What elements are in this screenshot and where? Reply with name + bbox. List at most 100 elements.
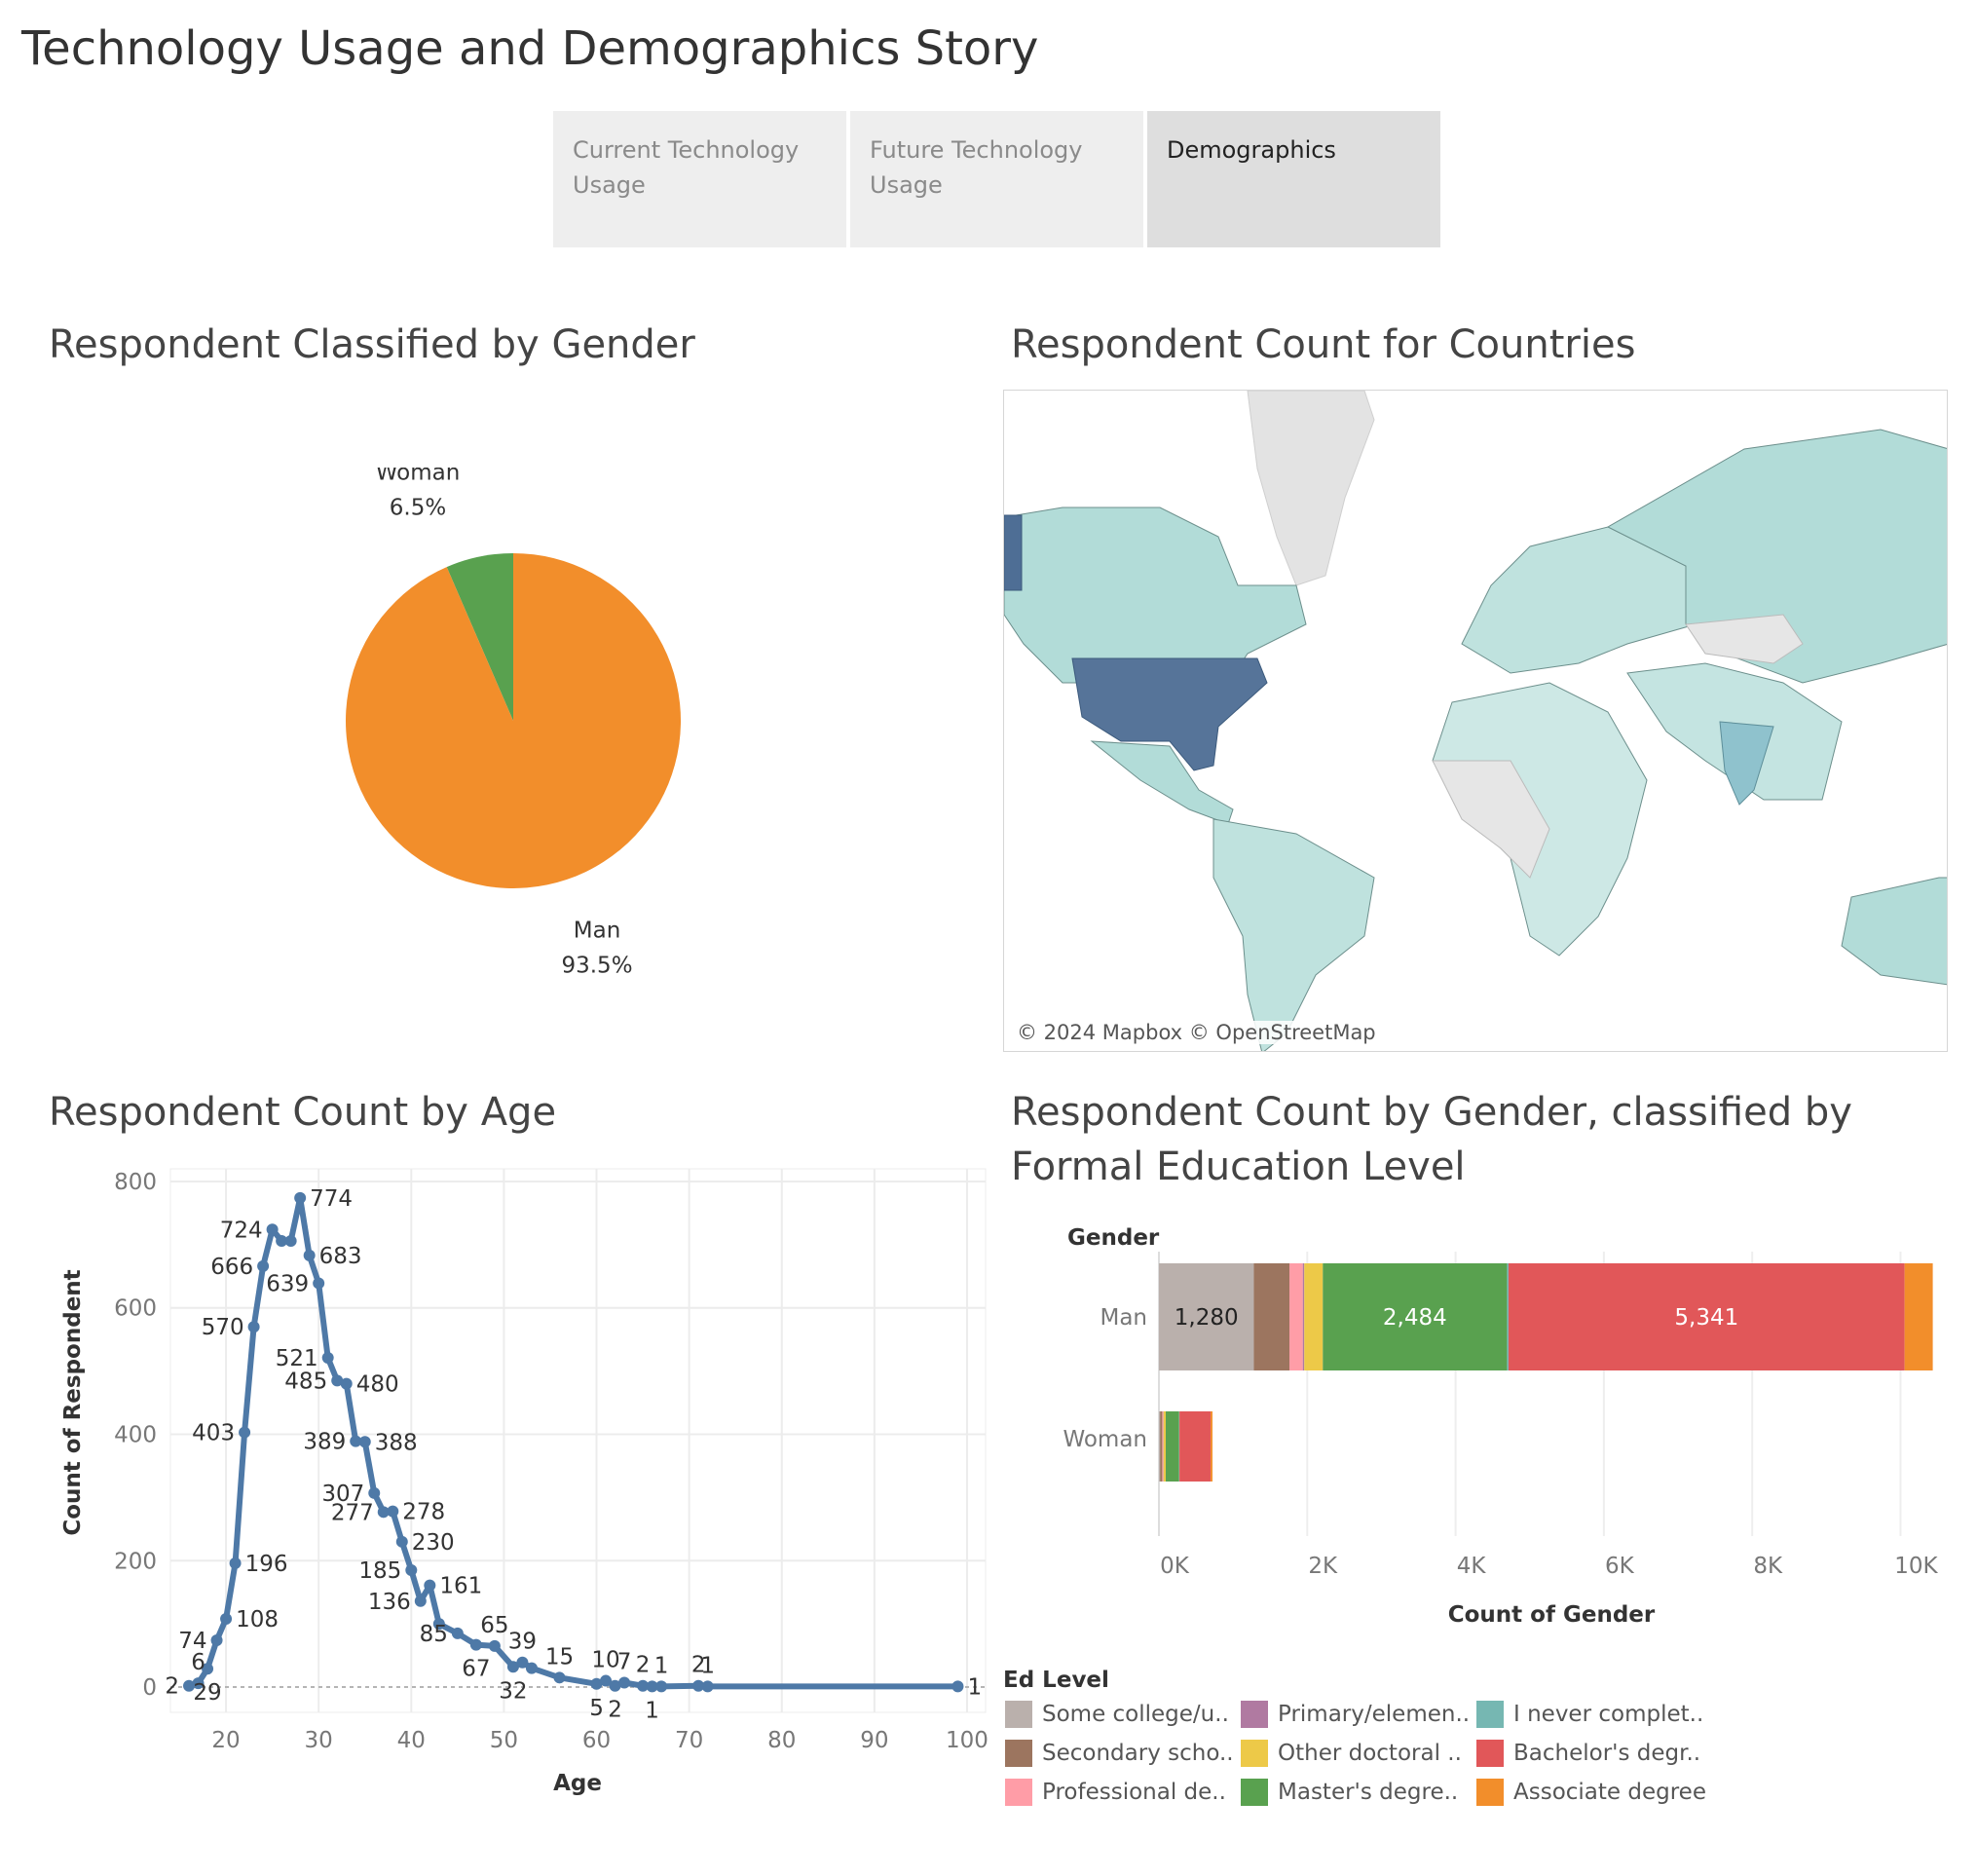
age-point[interactable] (229, 1557, 242, 1569)
age-point[interactable] (432, 1618, 445, 1631)
age-point[interactable] (469, 1638, 482, 1651)
education-bar-chart: Gender 1,280 2,484 5,341 Man Woman 0K 2K 4K 6K… (1063, 1225, 1938, 1628)
legend-item[interactable]: Primary/elemen.. (1241, 1701, 1470, 1728)
age-point[interactable] (303, 1249, 316, 1261)
age-data-label: 485 (284, 1369, 327, 1394)
age-point[interactable] (488, 1639, 501, 1652)
age-point[interactable] (313, 1277, 325, 1290)
edu-bar-segment[interactable] (1179, 1411, 1212, 1482)
tab-demographics[interactable]: Demographics (1147, 111, 1440, 247)
legend-item[interactable]: Bachelor's degr.. (1476, 1740, 1700, 1767)
age-point[interactable] (395, 1535, 408, 1548)
mongolia-shape (1685, 614, 1804, 664)
age-data-label: 185 (358, 1558, 401, 1584)
age-data-label: 108 (236, 1607, 279, 1632)
age-point[interactable] (350, 1435, 362, 1447)
edu-bar-segment[interactable] (1904, 1263, 1933, 1370)
edu-bar-segment[interactable] (1160, 1411, 1163, 1482)
age-point[interactable] (202, 1663, 214, 1675)
russia-asia-shape[interactable] (1606, 429, 1948, 684)
age-data-label: 29 (193, 1680, 221, 1706)
legend-item[interactable]: Other doctoral .. (1241, 1740, 1462, 1767)
age-point[interactable] (600, 1674, 613, 1687)
legend-swatch (1241, 1701, 1268, 1728)
age-point[interactable] (331, 1374, 344, 1387)
age-point[interactable] (646, 1680, 658, 1693)
age-point[interactable] (618, 1676, 631, 1689)
legend-item[interactable]: Professional de.. (1005, 1779, 1226, 1806)
age-data-label: 67 (462, 1657, 490, 1682)
australia-shape[interactable] (1841, 877, 1948, 986)
age-point[interactable] (266, 1223, 279, 1236)
age-point[interactable] (321, 1352, 334, 1365)
age-y-tick-label: 0 (142, 1675, 157, 1701)
alaska-shape[interactable] (1004, 514, 1023, 591)
age-point[interactable] (451, 1627, 464, 1639)
age-point[interactable] (340, 1377, 353, 1390)
edu-bar-segment[interactable] (1323, 1263, 1508, 1370)
age-point[interactable] (247, 1321, 260, 1333)
edu-bar-segment[interactable] (1302, 1263, 1305, 1370)
age-point[interactable] (257, 1259, 270, 1272)
edu-bar-segment[interactable] (1162, 1411, 1164, 1482)
india-shape[interactable] (1719, 721, 1774, 806)
tab-current-technology-usage[interactable]: Current Technology Usage (553, 111, 846, 247)
age-point[interactable] (183, 1679, 196, 1692)
edu-category-label-woman: Woman (1063, 1427, 1147, 1452)
edu-category-label-man: Man (1100, 1305, 1147, 1331)
age-data-label: 774 (310, 1186, 353, 1212)
edu-bar-segment[interactable] (1289, 1263, 1303, 1370)
age-point[interactable] (210, 1634, 223, 1647)
age-point[interactable] (525, 1662, 538, 1674)
age-point[interactable] (516, 1656, 529, 1669)
age-point[interactable] (701, 1680, 714, 1693)
age-point[interactable] (377, 1506, 390, 1519)
legend-item[interactable]: Master's degre.. (1241, 1779, 1458, 1806)
edu-bar-segment[interactable] (1159, 1411, 1161, 1482)
tab-future-technology-usage[interactable]: Future Technology Usage (850, 111, 1143, 247)
usa-shape[interactable] (1071, 657, 1268, 771)
edu-bar-segment[interactable] (1159, 1263, 1254, 1370)
central-america-shape[interactable] (1090, 740, 1234, 825)
edu-bar-segment[interactable] (1163, 1411, 1167, 1482)
legend-label: Associate degree (1513, 1780, 1706, 1805)
edu-bar-segment[interactable] (1166, 1411, 1179, 1482)
age-point[interactable] (553, 1671, 566, 1684)
age-point[interactable] (239, 1426, 251, 1439)
edu-bar-segment[interactable] (1507, 1263, 1509, 1370)
age-point[interactable] (609, 1679, 621, 1692)
age-point[interactable] (414, 1595, 427, 1607)
age-point[interactable] (284, 1234, 297, 1247)
age-data-label: 724 (220, 1218, 263, 1243)
age-point[interactable] (590, 1677, 603, 1690)
age-point[interactable] (405, 1564, 418, 1577)
pie-slice-woman[interactable] (446, 553, 513, 721)
age-point[interactable] (276, 1234, 288, 1247)
pie-slice-man[interactable] (346, 553, 681, 888)
age-data-label: 1 (967, 1674, 982, 1700)
edu-bar-segment[interactable] (1211, 1411, 1212, 1482)
edu-bar-segment[interactable] (1508, 1263, 1905, 1370)
age-point[interactable] (294, 1191, 307, 1204)
age-point[interactable] (637, 1679, 650, 1692)
age-point[interactable] (506, 1661, 519, 1673)
age-point[interactable] (220, 1612, 233, 1625)
age-point[interactable] (692, 1679, 705, 1692)
legend-item[interactable]: I never complet.. (1476, 1701, 1703, 1728)
age-point[interactable] (655, 1680, 668, 1693)
legend-item[interactable]: Secondary scho.. (1005, 1740, 1234, 1767)
legend-item[interactable]: Some college/u.. (1005, 1701, 1229, 1728)
age-point[interactable] (424, 1579, 436, 1592)
age-point[interactable] (192, 1677, 205, 1690)
canada-shape[interactable] (1004, 507, 1307, 684)
edu-bar-segment[interactable] (1253, 1263, 1290, 1370)
edu-bar-segment[interactable] (1304, 1263, 1324, 1370)
age-point[interactable] (358, 1436, 371, 1448)
age-data-label: 278 (402, 1500, 445, 1525)
age-point[interactable] (951, 1680, 964, 1693)
world-map[interactable] (1003, 390, 1948, 1052)
legend-label: I never complet.. (1513, 1702, 1704, 1727)
age-point[interactable] (387, 1505, 399, 1518)
legend-item[interactable]: Associate degree (1476, 1779, 1706, 1806)
age-point[interactable] (368, 1486, 381, 1499)
